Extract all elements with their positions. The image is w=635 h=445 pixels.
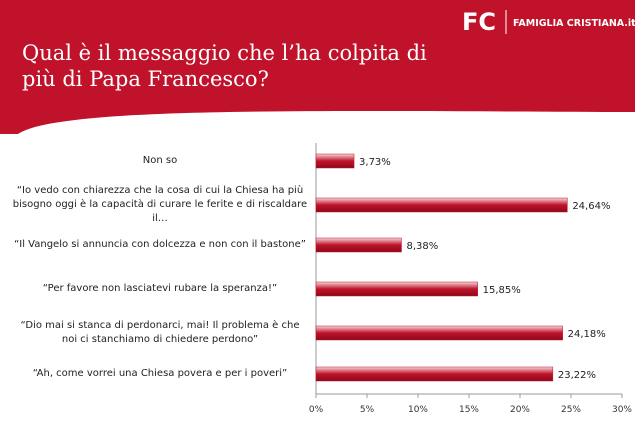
x-tick-label: 0% [309, 405, 324, 415]
x-tick-label: 5% [360, 405, 375, 415]
bar [315, 153, 355, 169]
x-tick-label: 15% [459, 405, 479, 415]
bar [315, 197, 568, 213]
bar [315, 325, 563, 341]
logo-mark: FC [462, 8, 496, 36]
x-tick-label: 20% [510, 405, 530, 415]
value-label: 24,18% [568, 329, 606, 340]
category-label: “Dio mai si stanca di perdonarci, mai! I… [20, 320, 300, 345]
chart-title: Qual è il messaggio che l’ha colpita di … [22, 41, 427, 91]
x-tick-label: 25% [561, 405, 581, 415]
header-band [0, 0, 635, 134]
x-tick-label: 10% [408, 405, 428, 415]
x-tick-label: 30% [612, 405, 632, 415]
value-label: 3,73% [359, 157, 391, 168]
value-label: 8,38% [406, 241, 438, 252]
logo-text: FAMIGLIA CRISTIANA.it [513, 18, 635, 29]
category-label: Non so [142, 155, 178, 166]
category-label: “Ah, come vorrei una Chiesa povera e per… [32, 368, 288, 379]
value-label: 15,85% [483, 285, 521, 296]
category-label: “Il Vangelo si annuncia con dolcezza e n… [14, 239, 306, 250]
bar [315, 366, 554, 382]
category-label: “Per favore non lasciatevi rubare la spe… [42, 283, 278, 294]
category-label: “Io vedo con chiarezza che la cosa di cu… [12, 185, 308, 224]
value-label: 23,22% [558, 370, 596, 381]
bar [315, 237, 402, 253]
value-label: 24,64% [572, 201, 610, 212]
bar [315, 281, 478, 297]
